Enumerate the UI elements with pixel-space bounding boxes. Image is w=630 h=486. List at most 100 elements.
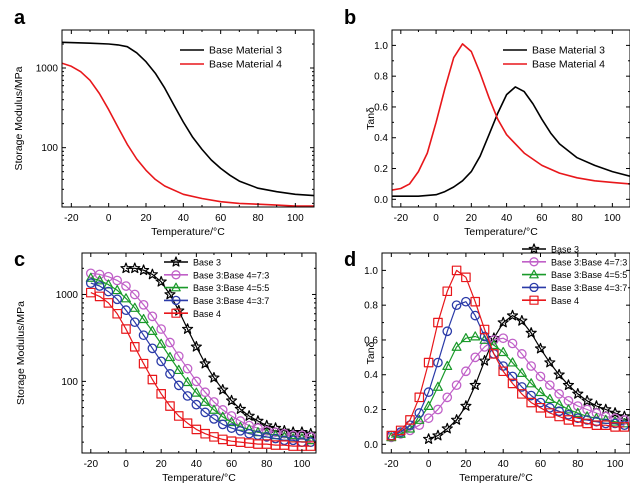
data-point — [252, 415, 264, 426]
data-point — [619, 422, 630, 432]
series-base-material-3 — [392, 86, 630, 197]
data-point — [156, 388, 166, 399]
data-point — [423, 433, 435, 444]
data-point — [191, 399, 202, 410]
x-tick-label: 80 — [572, 213, 584, 224]
data-point — [581, 394, 593, 406]
data-point — [506, 309, 519, 321]
data-point — [479, 342, 490, 352]
x-axis-title: Temperature/°C — [459, 472, 533, 484]
data-point — [535, 397, 546, 408]
data-point — [516, 349, 527, 359]
data-point — [414, 420, 425, 431]
data-point — [460, 400, 472, 411]
data-point — [171, 308, 181, 318]
legend-label: Base 3 — [551, 245, 579, 255]
data-point — [432, 381, 443, 391]
data-point — [182, 363, 193, 374]
data-point — [461, 296, 471, 307]
data-point — [600, 420, 611, 430]
data-point — [234, 403, 246, 414]
data-point — [526, 378, 537, 388]
data-point — [479, 324, 490, 335]
data-point — [191, 376, 202, 387]
data-point — [200, 387, 211, 398]
series-line — [62, 62, 314, 207]
data-point — [534, 342, 547, 354]
data-point — [610, 416, 621, 426]
data-point — [423, 400, 434, 411]
y-tick-label: 0.6 — [364, 335, 378, 346]
data-point — [498, 333, 509, 344]
y-tick-label: 0.0 — [374, 195, 388, 206]
legend-label: Base 3:Base 4=7:3 — [551, 257, 627, 267]
data-point — [591, 420, 602, 430]
data-point — [138, 313, 149, 324]
y-tick-label: 0.2 — [374, 164, 388, 175]
x-axis-title: Temperature/°C — [464, 226, 538, 238]
x-tick-label: 80 — [252, 213, 264, 224]
series-base-material-4 — [392, 43, 630, 191]
y-axis-title: Tanδ — [365, 107, 377, 130]
series-line — [392, 86, 630, 197]
legend-label: Base Material 3 — [209, 45, 282, 57]
data-point — [120, 262, 132, 274]
data-point — [138, 330, 149, 341]
series-base-3-base-4-7-3 — [85, 268, 316, 442]
data-point — [156, 324, 167, 334]
data-point — [544, 393, 555, 404]
series-line — [391, 269, 625, 437]
data-point — [572, 416, 583, 427]
x-tick-label: 60 — [535, 459, 547, 470]
x-tick-label: 80 — [572, 459, 584, 470]
data-point — [423, 357, 434, 368]
data-point — [137, 264, 150, 276]
x-tick-label: 20 — [156, 459, 168, 470]
data-point — [516, 314, 528, 326]
series-line — [391, 337, 625, 438]
legend-label: Base 4 — [551, 296, 579, 306]
data-point — [85, 278, 96, 288]
y-tick-label: 0.2 — [364, 405, 378, 416]
data-point — [165, 337, 175, 348]
data-point — [404, 423, 415, 433]
x-tick-label: 20 — [460, 459, 472, 470]
data-point — [554, 411, 564, 422]
series-line — [62, 41, 314, 197]
data-point — [171, 295, 181, 306]
data-point — [405, 415, 415, 425]
data-point — [200, 396, 211, 406]
data-point — [208, 371, 220, 383]
x-tick-label: 20 — [466, 213, 478, 224]
data-point — [261, 419, 273, 431]
data-point — [395, 425, 406, 436]
data-point — [156, 356, 167, 367]
data-point — [138, 358, 149, 369]
y-tick-label: 0.0 — [364, 440, 378, 451]
plot-frame — [81, 252, 317, 454]
data-point — [451, 380, 462, 391]
data-point — [562, 379, 575, 391]
data-point — [554, 406, 564, 417]
data-point — [182, 391, 193, 401]
x-tick-label: -20 — [384, 459, 399, 470]
data-point — [94, 275, 105, 285]
legend-label: Base Material 4 — [532, 59, 605, 71]
data-point — [173, 364, 184, 375]
x-tick-label: -20 — [394, 213, 409, 224]
y-tick-label: 1000 — [36, 64, 59, 75]
x-tick-label: 100 — [607, 459, 624, 470]
data-point — [244, 424, 255, 434]
panel-label: a — [14, 7, 26, 29]
legend: Base 3 Base 3:Base 4=7:3 Base 3:Base 4=5:5… — [522, 243, 627, 306]
legend-label: Base Material 3 — [532, 45, 605, 57]
data-point — [129, 289, 140, 300]
y-tick-label: 100 — [41, 143, 58, 154]
data-point — [173, 380, 184, 391]
data-point — [442, 286, 453, 297]
legend-label: Base 3 — [193, 258, 221, 268]
data-point — [261, 432, 272, 442]
data-point — [451, 300, 462, 311]
data-point — [288, 435, 298, 446]
data-point — [535, 386, 546, 397]
